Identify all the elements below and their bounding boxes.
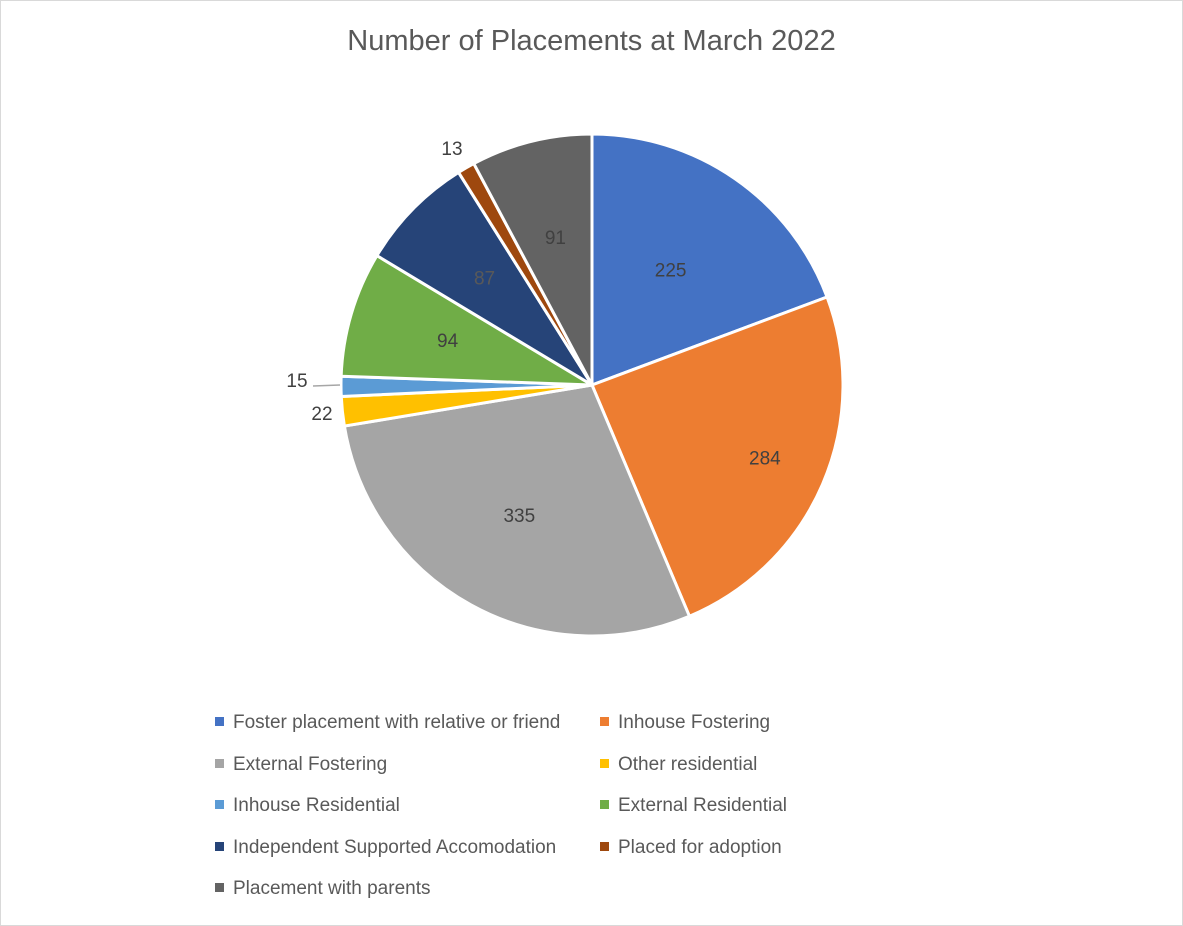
legend-label: Other residential — [618, 753, 758, 775]
legend-label: External Residential — [618, 795, 787, 816]
data-label-foster-placement-with-relative-or-friend: 225 — [655, 261, 687, 282]
data-label-inhouse-residential: 15 — [286, 371, 307, 392]
legend-label: Foster placement with relative or friend — [233, 712, 561, 733]
legend-label: Independent Supported Accomodation — [233, 836, 557, 858]
pie-slice-external-fostering — [342, 383, 691, 638]
legend-swatch — [215, 883, 224, 892]
legend-swatch — [215, 717, 224, 726]
data-label-external-fostering: 335 — [503, 506, 535, 527]
legend-swatch — [215, 841, 224, 851]
pie-slice-external-residential — [339, 254, 594, 387]
legend-item-placed-for-adoption: Placed for adoption — [600, 837, 782, 859]
pie-slice-independent-supported-accomodation — [375, 170, 594, 387]
legend-item-other-residential: Other residential — [600, 754, 757, 776]
leader-line-inhouse-residential — [312, 384, 341, 387]
pie-slice-foster-placement-with-relative-or-friend — [590, 132, 829, 387]
legend-item-inhouse-fostering: Inhouse Fostering — [600, 712, 770, 734]
legend-label: Inhouse Fostering — [618, 712, 771, 733]
legend-item-independent-supported-accomodation: Independent Supported Accomodation — [215, 837, 556, 859]
data-label-external-residential: 94 — [437, 331, 459, 352]
legend-item-foster-placement-with-relative-or-friend: Foster placement with relative or friend — [215, 712, 560, 734]
legend-swatch — [215, 758, 224, 768]
legend-item-external-fostering: External Fostering — [215, 754, 387, 776]
data-label-placement-with-parents: 91 — [545, 228, 566, 249]
legend-item-placement-with-parents: Placement with parents — [215, 878, 431, 900]
pie-slice-inhouse-fostering — [590, 295, 845, 618]
pie-slice-placement-with-parents — [472, 132, 594, 387]
legend-item-inhouse-residential: Inhouse Residential — [215, 795, 400, 817]
legend-item-external-residential: External Residential — [600, 795, 787, 817]
legend-label: Inhouse Residential — [233, 795, 400, 816]
chart-title: Number of Placements at March 2022 — [347, 25, 836, 57]
data-label-inhouse-fostering: 284 — [749, 449, 781, 470]
data-label-placed-for-adoption: 13 — [441, 139, 462, 160]
data-label-independent-supported-accomodation: 87 — [474, 269, 495, 290]
legend-swatch — [600, 841, 609, 851]
legend-label: Placement with parents — [233, 878, 431, 899]
legend-swatch — [600, 758, 609, 768]
data-label-other-residential: 22 — [311, 404, 332, 425]
legend-swatch — [600, 717, 609, 726]
legend-label: Placed for adoption — [618, 836, 782, 858]
legend-swatch — [215, 800, 224, 809]
legend-label: External Fostering — [233, 753, 388, 775]
legend-swatch — [600, 800, 609, 809]
